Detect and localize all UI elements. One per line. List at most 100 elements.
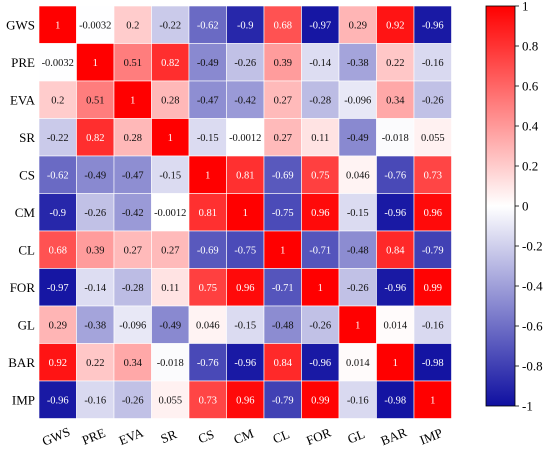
heatmap-cell-imp-bar <box>376 380 415 419</box>
heatmap-cell-imp-cm <box>226 380 265 419</box>
cell-value-label: -0.0032 <box>42 58 74 69</box>
heatmap-cell-gl-gl <box>338 305 377 344</box>
cell-value-label: -0.97 <box>309 20 331 31</box>
cell-value-label: 0.81 <box>236 170 254 181</box>
row-label-for: FOR <box>10 280 36 295</box>
colorbar-tick-label: 0.4 <box>522 119 539 134</box>
heatmap-cell-bar-cm <box>226 343 265 382</box>
cell-value-label: 0.82 <box>161 58 179 69</box>
heatmap-cell-cm-cm <box>226 193 265 232</box>
cell-value-label: -0.9 <box>237 20 254 31</box>
cell-value-label: -0.42 <box>122 208 144 219</box>
colorbar-tick-label: 0.8 <box>522 39 538 54</box>
column-label-gl: GL <box>345 426 367 446</box>
cell-value-label: 0.22 <box>386 58 404 69</box>
cell-value-label: 0.73 <box>199 395 217 406</box>
column-label-bar: BAR <box>378 424 409 446</box>
heatmap-cell-for-sr <box>151 268 190 307</box>
cell-value-label: -0.96 <box>384 283 406 294</box>
heatmap-cell-cs-sr <box>151 155 190 194</box>
heatmap-cell-for-cs <box>188 268 227 307</box>
cell-value-label: 0.014 <box>383 320 407 331</box>
cell-value-label: 0.27 <box>274 95 292 106</box>
row-label-pre: PRE <box>11 55 35 70</box>
cell-value-label: -0.62 <box>47 170 69 181</box>
cell-value-label: -0.96 <box>309 358 331 369</box>
heatmap-cell-bar-imp <box>413 343 452 382</box>
column-label-cs: CS <box>196 426 216 446</box>
cell-value-label: 1 <box>130 95 135 106</box>
cell-value-label: -0.76 <box>197 358 219 369</box>
heatmap-cell-imp-pre <box>76 380 115 419</box>
cell-value-label: -0.15 <box>347 208 369 219</box>
cell-value-label: -0.15 <box>159 170 181 181</box>
heatmap-cell-gws-eva <box>113 5 152 44</box>
heatmap-cell-pre-cl <box>263 43 302 82</box>
cell-value-label: -0.48 <box>347 245 369 256</box>
heatmap-cell-cs-imp <box>413 155 452 194</box>
heatmap-cell-eva-gws <box>38 80 77 119</box>
heatmap-cell-gl-eva <box>113 305 152 344</box>
row-label-eva: EVA <box>10 92 36 107</box>
colorbar-tick-label: 0.6 <box>522 79 539 94</box>
cell-value-label: -0.14 <box>84 283 107 294</box>
heatmap-cell-bar-cs <box>188 343 227 382</box>
colorbar-tick-label: -0.2 <box>522 239 543 254</box>
cell-value-label: -0.96 <box>422 20 444 31</box>
cell-value-label: 0.75 <box>199 283 217 294</box>
heatmap-cell-imp-for <box>301 380 340 419</box>
cell-value-label: 0.51 <box>124 58 142 69</box>
heatmap-cell-gl-cm <box>226 305 265 344</box>
heatmap-cell-for-gws <box>38 268 77 307</box>
cell-value-label: -0.14 <box>309 58 332 69</box>
heatmap-cell-eva-gl <box>338 80 377 119</box>
heatmap-cell-for-for <box>301 268 340 307</box>
cell-value-label: 0.68 <box>49 245 67 256</box>
heatmap-cell-cl-for <box>301 230 340 269</box>
heatmap-cell-cs-cl <box>263 155 302 194</box>
colorbar-tick-label: -0.8 <box>522 359 543 374</box>
cell-value-label: 0.68 <box>274 20 292 31</box>
heatmap-cell-gl-bar <box>376 305 415 344</box>
cell-value-label: 0.73 <box>424 170 442 181</box>
cell-value-label: 1 <box>355 320 360 331</box>
cell-value-label: 1 <box>55 20 60 31</box>
cell-value-label: -0.22 <box>47 133 69 144</box>
cell-value-label: -0.0012 <box>229 133 261 144</box>
row-labels: GWS PRE EVA SR CS CM CL FOR GL BAR IMP <box>6 17 35 407</box>
cell-value-label: -0.98 <box>384 395 406 406</box>
row-label-gl: GL <box>18 317 35 332</box>
column-labels: GWS PRE EVA SR CS CM CL FOR GL BAR IMP <box>40 424 445 449</box>
cell-value-label: 0.22 <box>86 358 104 369</box>
column-label-cl: CL <box>271 426 292 446</box>
heatmap-cell-imp-gl <box>338 380 377 419</box>
heatmap-cell-cm-imp <box>413 193 452 232</box>
cell-value-label: -0.98 <box>422 358 444 369</box>
heatmap-cell-cl-eva <box>113 230 152 269</box>
heatmap-cell-for-imp <box>413 268 452 307</box>
cell-value-label: -0.28 <box>309 95 331 106</box>
heatmap-cell-for-pre <box>76 268 115 307</box>
cell-value-label: 0.11 <box>161 283 179 294</box>
cell-value-label: 0.2 <box>126 20 139 31</box>
cell-value-label: 0.92 <box>386 20 404 31</box>
cell-value-label: -0.71 <box>309 245 331 256</box>
cell-value-label: -0.26 <box>422 95 444 106</box>
colorbar-gradient <box>485 5 516 407</box>
cell-value-label: -0.15 <box>197 133 219 144</box>
cell-value-label: -0.26 <box>234 58 256 69</box>
heatmap-cell-bar-for <box>301 343 340 382</box>
cell-value-label: -0.47 <box>122 170 144 181</box>
cell-value-label: -0.97 <box>47 283 69 294</box>
heatmap-cell-imp-imp <box>413 380 452 419</box>
colorbar-tick-label: 0.2 <box>522 159 538 174</box>
heatmap-cell-gws-gws <box>38 5 77 44</box>
cell-value-label: 0.11 <box>311 133 329 144</box>
cell-value-label: 0.046 <box>346 170 370 181</box>
cell-value-label: -0.79 <box>422 245 444 256</box>
heatmap-cell-gws-imp <box>413 5 452 44</box>
colorbar: 1 0.8 0.6 0.4 0.2 0 -0.2 -0.4 -0.6 -0.8 -1 <box>485 0 543 414</box>
cell-value-label: 1 <box>280 245 285 256</box>
